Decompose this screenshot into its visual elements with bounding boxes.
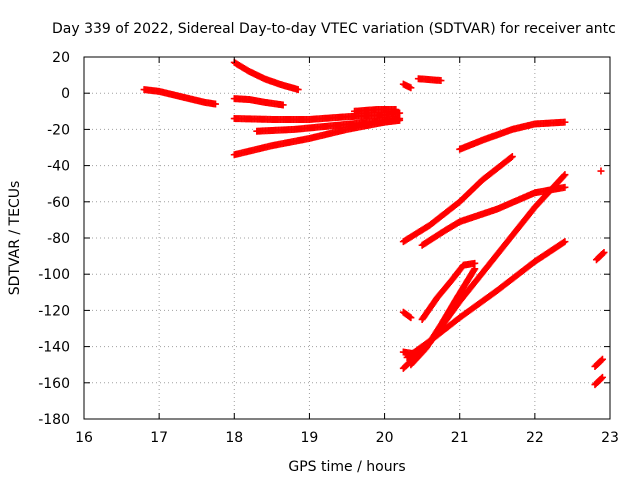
- y-tick-label: 0: [61, 86, 70, 102]
- data-track: [591, 373, 606, 389]
- y-tick-label: -60: [47, 195, 70, 211]
- data-track: [592, 248, 608, 264]
- data-track: [230, 95, 287, 109]
- data-point-marker: [407, 84, 415, 92]
- x-tick-label: 22: [526, 430, 544, 446]
- data-track: [351, 105, 400, 115]
- y-tick-label: 20: [52, 50, 70, 66]
- x-tick-label: 20: [376, 430, 394, 446]
- data-point-marker: [597, 374, 605, 382]
- y-tick-label: -20: [47, 122, 70, 138]
- chart-title: Day 339 of 2022, Sidereal Day-to-day VTE…: [52, 21, 616, 37]
- axis-ticks: 16 17 18 19 20 21 22 23 20 0 -20 -40 -60 -80 -100 -120 -…: [38, 50, 619, 446]
- data-point-marker: [437, 77, 445, 85]
- data-track: [399, 80, 415, 92]
- data-point-marker: [600, 248, 608, 256]
- data-track: [230, 58, 302, 94]
- data-point-marker: [599, 250, 607, 258]
- y-tick-label: -160: [38, 376, 70, 392]
- x-tick-label: 21: [451, 430, 469, 446]
- y-tick-label: -120: [38, 303, 70, 319]
- data-track: [597, 167, 605, 175]
- data-point-marker: [392, 105, 400, 113]
- x-tick-label: 23: [601, 430, 619, 446]
- data-point-marker: [561, 183, 569, 191]
- data-point-marker: [396, 116, 404, 124]
- data-track: [230, 116, 404, 159]
- data-point-marker: [212, 100, 219, 108]
- x-tick-label: 16: [75, 430, 93, 446]
- data-track: [407, 265, 479, 369]
- y-axis-label: SDTVAR / TECUs: [7, 181, 23, 296]
- y-tick-label: -100: [38, 267, 70, 283]
- y-tick-label: -80: [47, 231, 70, 247]
- x-tick-label: 19: [301, 430, 319, 446]
- data-track: [418, 259, 479, 323]
- data-track: [140, 86, 219, 108]
- y-tick-label: -140: [38, 340, 70, 356]
- data-marks: [140, 58, 608, 389]
- data-track: [456, 118, 569, 153]
- data-point-marker: [508, 153, 516, 161]
- data-track: [418, 183, 569, 249]
- data-track: [399, 348, 419, 358]
- x-tick-label: 18: [225, 430, 243, 446]
- data-point-marker: [507, 153, 515, 161]
- data-track: [399, 153, 516, 246]
- data-point-marker: [411, 350, 419, 358]
- data-point-marker: [561, 238, 569, 246]
- grid-lines: [84, 57, 610, 419]
- data-point-marker: [279, 101, 287, 109]
- data-point-marker: [294, 86, 302, 94]
- data-point-marker: [407, 314, 415, 322]
- data-point-marker: [598, 373, 606, 381]
- data-point-marker: [561, 171, 569, 179]
- data-point-marker: [597, 356, 605, 364]
- data-point-marker: [561, 118, 569, 126]
- data-point-marker: [597, 167, 605, 175]
- x-axis-label: GPS time / hours: [288, 459, 405, 475]
- data-point-marker: [560, 172, 568, 180]
- y-tick-label: -180: [38, 412, 70, 428]
- data-point-marker: [471, 265, 479, 273]
- data-point-marker: [598, 355, 606, 363]
- x-tick-label: 17: [150, 430, 168, 446]
- y-tick-label: -40: [47, 159, 70, 175]
- data-track: [414, 75, 445, 85]
- data-track: [399, 308, 415, 322]
- plot-frame: [83, 56, 611, 420]
- data-track: [591, 355, 606, 371]
